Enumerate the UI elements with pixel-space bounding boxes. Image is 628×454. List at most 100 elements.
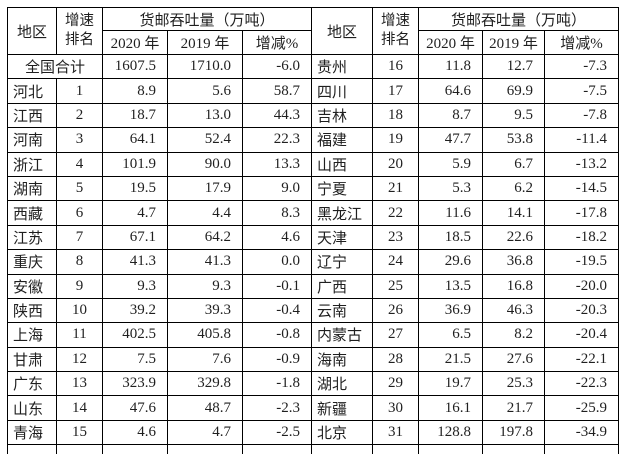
change-cell: -25.9 (544, 395, 619, 421)
value-2019-cell: 9.3 (167, 273, 243, 299)
right-year-2020-header: 2020 年 (418, 30, 483, 55)
value-2019-cell: 6.7 (482, 151, 545, 177)
value-2019-cell: 41.3 (167, 249, 243, 275)
table-gridline-stub (7, 445, 8, 454)
value-2020-cell: 8.7 (418, 102, 483, 129)
value-2020-cell: 11.8 (418, 53, 483, 80)
region-cell: 西藏 (7, 200, 57, 226)
region-cell: 北京 (311, 419, 373, 446)
value-2019-cell: 21.7 (482, 395, 545, 421)
region-cell: 海南 (311, 346, 373, 373)
rank-header-line2: 排名 (65, 32, 94, 48)
value-2019-cell: 9.5 (482, 102, 545, 129)
rank-cell: 14 (56, 395, 103, 421)
value-2020-cell: 128.8 (418, 419, 483, 446)
region-cell: 重庆 (7, 249, 57, 275)
change-cell: 8.3 (242, 200, 312, 226)
rank-cell: 19 (372, 127, 419, 153)
value-2019-cell: 22.6 (482, 224, 545, 251)
region-cell: 四川 (311, 78, 373, 104)
value-2020-cell: 4.6 (102, 419, 168, 446)
value-2020-cell: 101.9 (102, 151, 168, 177)
region-cell: 广东 (7, 371, 57, 397)
right-rank-header: 增速 排名 (372, 7, 419, 55)
table-row: 青海 15 4.6 4.7 -2.5 北京 31 128.8 197.8 -34.9 (7, 419, 619, 446)
value-2019-cell: 6.2 (482, 175, 545, 202)
value-2020-cell: 16.1 (418, 395, 483, 421)
region-cell: 广西 (311, 273, 373, 299)
value-2019-cell: 7.6 (167, 346, 243, 373)
change-cell: -20.0 (544, 273, 619, 299)
rank-header-line2: 排名 (381, 32, 410, 48)
value-2020-cell: 21.5 (418, 346, 483, 373)
change-cell: -13.2 (544, 151, 619, 177)
rank-cell: 16 (372, 53, 419, 80)
region-cell: 湖南 (7, 175, 57, 202)
change-cell: -2.5 (242, 419, 312, 446)
value-2020-cell: 41.3 (102, 249, 168, 275)
region-cell: 山西 (311, 151, 373, 177)
table-row: 广东 13 323.9 329.8 -1.8 湖北 29 19.7 25.3 -22.3 (7, 371, 619, 397)
value-2020-cell: 19.5 (102, 175, 168, 202)
change-cell: -7.5 (544, 78, 619, 104)
value-2019-cell: 329.8 (167, 371, 243, 397)
value-2019-cell: 36.8 (482, 249, 545, 275)
region-cell: 江苏 (7, 224, 57, 251)
change-cell: -20.3 (544, 297, 619, 324)
value-2020-cell: 39.2 (102, 297, 168, 324)
value-2020-cell: 11.6 (418, 200, 483, 226)
rank-cell: 27 (372, 322, 419, 348)
value-2019-cell: 17.9 (167, 175, 243, 202)
table-body: 全国合计 1607.5 1710.0 -6.0 贵州 16 11.8 12.7 -7.3 河北 1 8… (7, 53, 619, 446)
change-cell: 22.3 (242, 127, 312, 153)
change-cell: -7.3 (544, 53, 619, 80)
value-2019-cell: 5.6 (167, 78, 243, 104)
rank-cell: 11 (56, 322, 103, 348)
change-cell: 0.0 (242, 249, 312, 275)
value-2020-cell: 5.9 (418, 151, 483, 177)
rank-cell: 24 (372, 249, 419, 275)
rank-cell: 3 (56, 127, 103, 153)
table-gridline-stub (418, 445, 419, 454)
value-2019-cell: 12.7 (482, 53, 545, 80)
table-gridline-stub (242, 445, 243, 454)
rank-cell: 18 (372, 102, 419, 129)
value-2019-cell: 14.1 (482, 200, 545, 226)
region-cell: 吉林 (311, 102, 373, 129)
change-cell: 58.7 (242, 78, 312, 104)
rank-cell: 12 (56, 346, 103, 373)
left-year-2019-header: 2019 年 (167, 30, 243, 55)
rank-cell: 22 (372, 200, 419, 226)
value-2020-cell: 67.1 (102, 224, 168, 251)
left-year-2020-header: 2020 年 (102, 30, 168, 55)
rank-cell: 10 (56, 297, 103, 324)
change-cell: -1.8 (242, 371, 312, 397)
change-cell: 4.6 (242, 224, 312, 251)
table-gridline-stub (618, 445, 619, 454)
left-throughput-group-header: 货邮吞吐量（万吨） (102, 7, 312, 31)
change-cell: 13.3 (242, 151, 312, 177)
change-cell: -0.9 (242, 346, 312, 373)
table-row: 浙江 4 101.9 90.0 13.3 山西 20 5.9 6.7 -13.2 (7, 151, 619, 177)
change-cell: -14.5 (544, 175, 619, 202)
value-2019-cell: 4.7 (167, 419, 243, 446)
value-2019-cell: 90.0 (167, 151, 243, 177)
right-change-header: 增减% (544, 30, 619, 55)
value-2019-cell: 39.3 (167, 297, 243, 324)
left-rank-header: 增速 排名 (56, 7, 103, 55)
value-2020-cell: 7.5 (102, 346, 168, 373)
rank-cell: 6 (56, 200, 103, 226)
value-2019-cell: 64.2 (167, 224, 243, 251)
table-header: 地区 增速 排名 货邮吞吐量（万吨） 地区 增速 排名 货邮吞吐量（万吨） 2020 年 2019… (7, 7, 619, 55)
rank-cell: 13 (56, 371, 103, 397)
value-2020-cell: 18.5 (418, 224, 483, 251)
value-2020-cell: 9.3 (102, 273, 168, 299)
change-cell: -7.8 (544, 102, 619, 129)
table-row: 甘肃 12 7.5 7.6 -0.9 海南 28 21.5 27.6 -22.1 (7, 346, 619, 373)
table-row: 陕西 10 39.2 39.3 -0.4 云南 26 36.9 46.3 -20.3 (7, 297, 619, 324)
region-cell: 安徽 (7, 273, 57, 299)
region-cell: 甘肃 (7, 346, 57, 373)
table-row: 河南 3 64.1 52.4 22.3 福建 19 47.7 53.8 -11.4 (7, 127, 619, 153)
table-row: 山东 14 47.6 48.7 -2.3 新疆 30 16.1 21.7 -25.9 (7, 395, 619, 421)
change-cell: -19.5 (544, 249, 619, 275)
